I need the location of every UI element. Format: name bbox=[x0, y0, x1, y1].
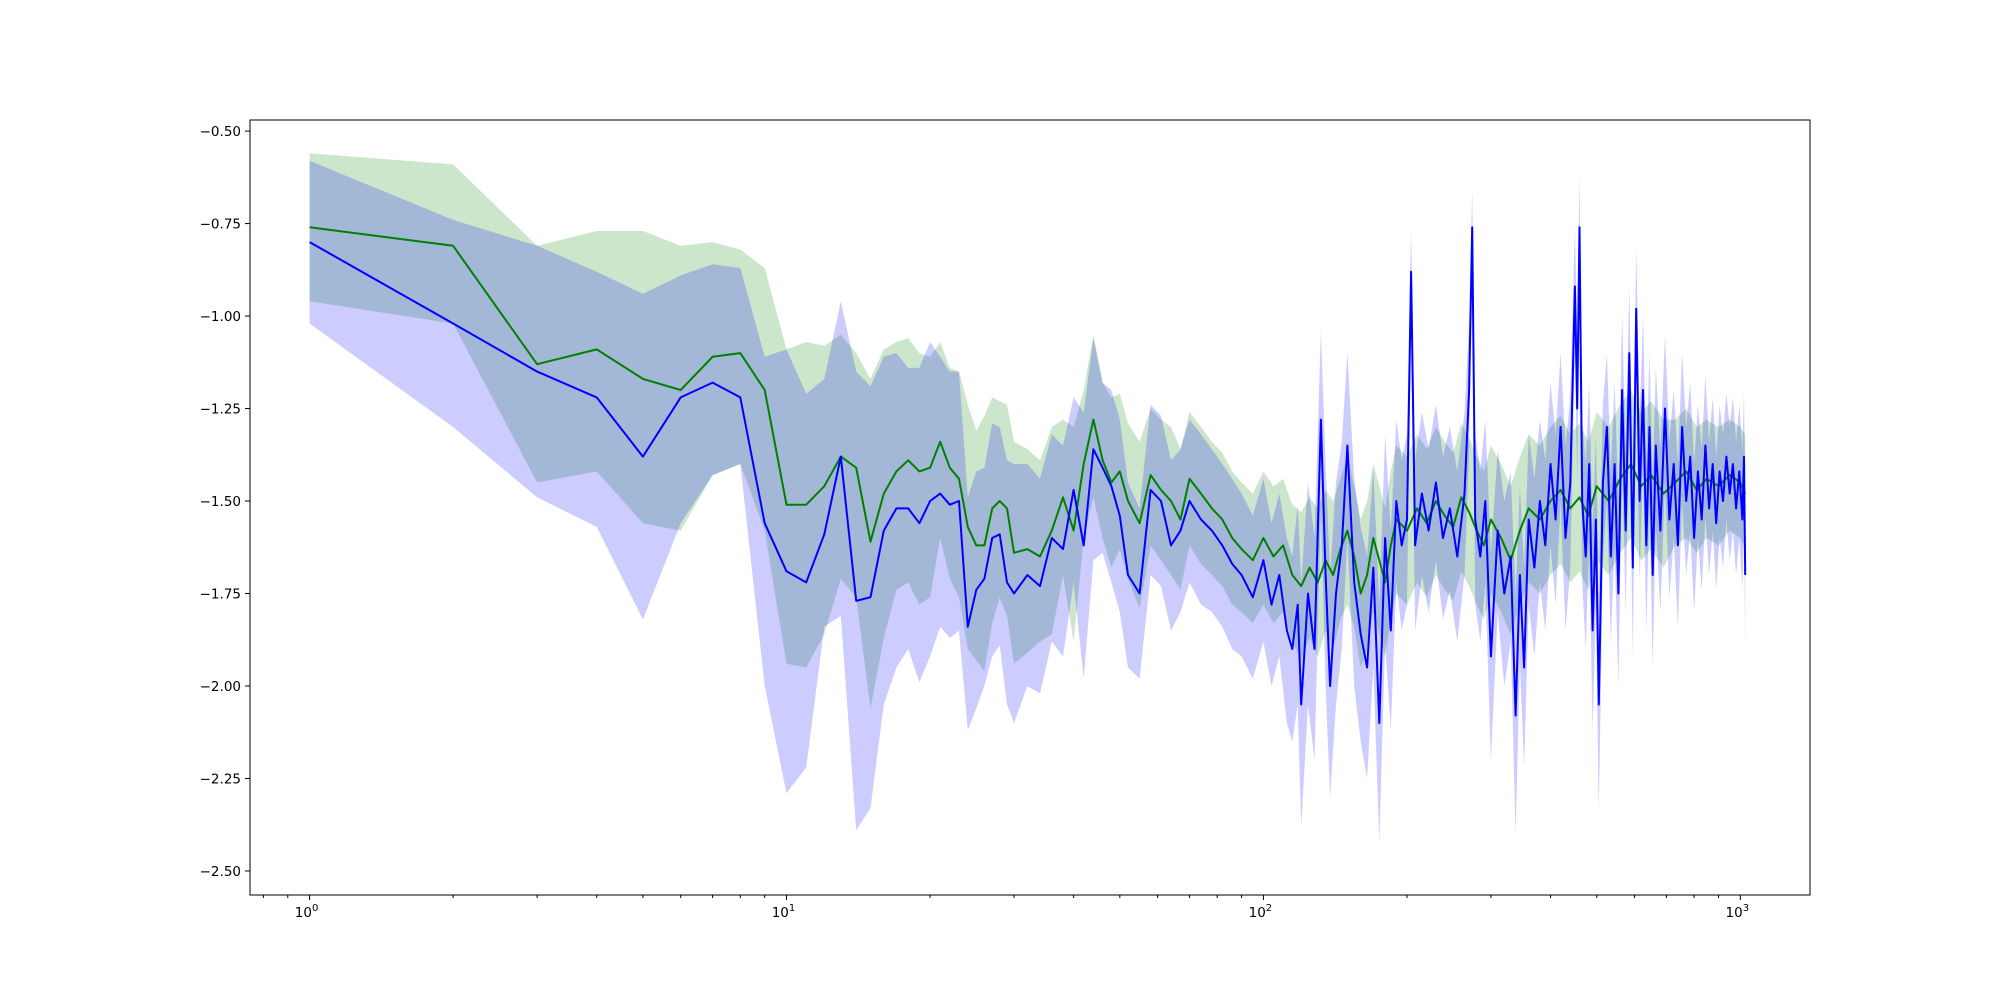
axes-frame bbox=[249, 119, 1811, 896]
y-tick-label: −2.25 bbox=[200, 771, 241, 787]
y-tick-label: −1.50 bbox=[200, 494, 241, 510]
y-tick-label: −1.00 bbox=[200, 309, 241, 325]
y-axis: −0.50 −0.75 −1.00 −1.25 −1.50 −1.75 −2.00 −2.25… bbox=[200, 124, 250, 880]
plot-area bbox=[309, 153, 1747, 842]
series-2-band bbox=[309, 160, 1746, 842]
series-1-line bbox=[309, 226, 1747, 595]
y-tick-label: −1.25 bbox=[200, 402, 241, 418]
y-tick-label: −1.75 bbox=[200, 587, 241, 603]
y-tick-label: −2.50 bbox=[200, 864, 241, 880]
series-2-line bbox=[309, 226, 1747, 724]
y-tick-label: −0.50 bbox=[200, 124, 241, 140]
series-lines bbox=[309, 226, 1747, 724]
y-tick-label: −0.75 bbox=[200, 217, 241, 233]
y-tick-label: −2.00 bbox=[200, 679, 241, 695]
